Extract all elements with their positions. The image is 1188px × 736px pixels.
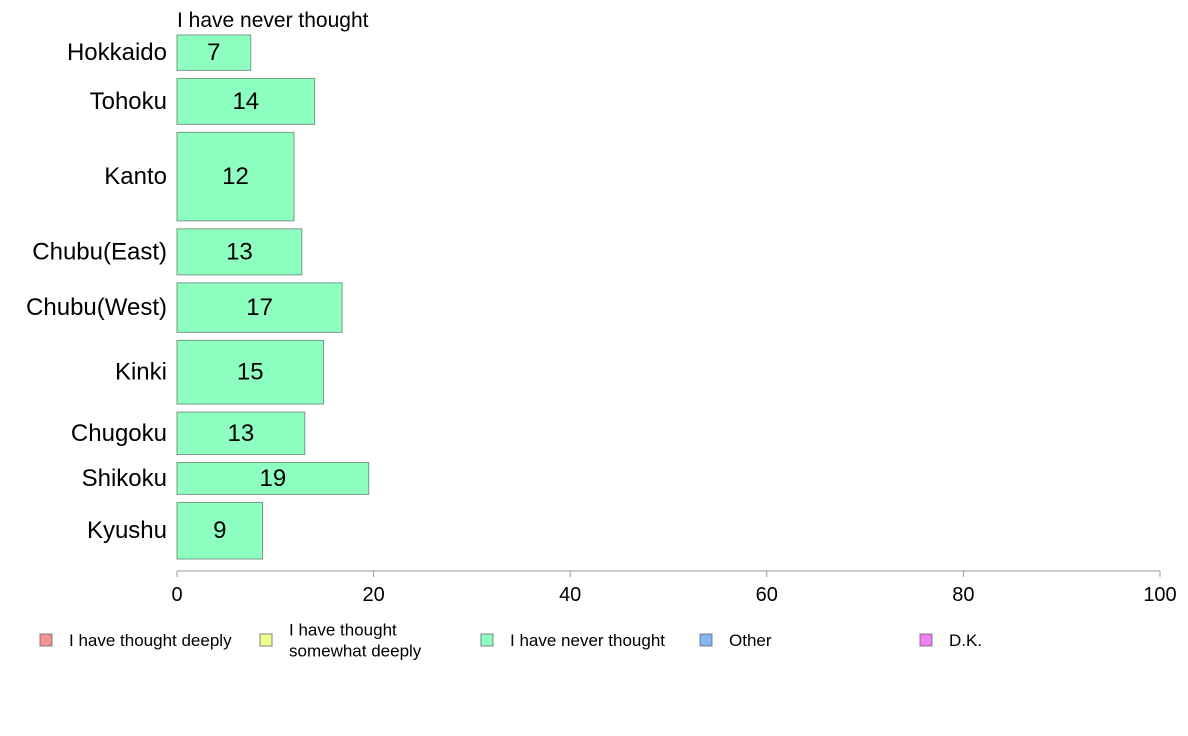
bar xyxy=(176,34,252,71)
bar xyxy=(176,339,324,405)
legend-label-line: I have never thought xyxy=(510,631,665,650)
legend-label: I have thought deeply xyxy=(69,631,232,650)
category-label: Chubu(West) xyxy=(26,294,167,321)
category-label: Chugoku xyxy=(71,420,167,447)
data-label: 17 xyxy=(246,294,273,321)
bar xyxy=(176,228,303,276)
legend-label: I have thought somewhat deeply xyxy=(289,620,422,660)
legend-label-line: D.K. xyxy=(949,631,982,650)
category-label: Chubu(East) xyxy=(32,238,167,265)
x-tick-label: 0 xyxy=(171,584,182,606)
legend-label: D.K. xyxy=(949,631,982,650)
data-label: 9 xyxy=(213,517,226,544)
bar xyxy=(176,501,264,560)
legend-label-line: I have thought xyxy=(289,620,397,639)
legend-label: I have never thought xyxy=(510,631,665,650)
category-label: Kinki xyxy=(115,359,167,386)
legend: I have thought deeply I have thought somew… xyxy=(39,620,982,660)
bar xyxy=(176,131,295,222)
category-label: Shikoku xyxy=(82,465,167,492)
bar xyxy=(176,77,316,125)
legend-label-line: Other xyxy=(729,631,772,650)
legend-swatch xyxy=(919,633,933,647)
panel-title: I have never thought xyxy=(177,9,369,32)
data-label: 13 xyxy=(228,420,255,447)
x-tick-label: 60 xyxy=(756,584,778,606)
x-tick-label: 40 xyxy=(559,584,581,606)
bar xyxy=(176,462,370,495)
category-label: Tohoku xyxy=(90,88,167,115)
data-label: 15 xyxy=(237,359,264,386)
legend-swatch xyxy=(259,633,273,647)
category-label: Kyushu xyxy=(87,517,167,544)
bar xyxy=(176,411,306,456)
legend-swatch xyxy=(39,633,53,647)
data-label: 7 xyxy=(207,39,220,66)
legend-swatch xyxy=(480,633,494,647)
category-label: Kanto xyxy=(104,163,167,190)
x-axis: 0 20 40 60 80 100 xyxy=(171,570,1177,606)
bars-group: Hokkaido 7 Tohoku 14 Kanto 12 Chubu(East) 13 Chu… xyxy=(26,34,370,560)
data-label: 12 xyxy=(222,163,249,190)
data-label: 13 xyxy=(226,238,253,265)
data-label: 14 xyxy=(232,88,259,115)
data-label: 19 xyxy=(259,465,286,492)
x-tick-label: 80 xyxy=(952,584,974,606)
x-tick-label: 20 xyxy=(362,584,384,606)
x-tick-label: 100 xyxy=(1143,584,1176,606)
legend-swatch xyxy=(699,633,713,647)
legend-label-line: I have thought deeply xyxy=(69,631,232,650)
category-label: Hokkaido xyxy=(67,39,167,66)
legend-label-line: somewhat deeply xyxy=(289,641,422,660)
bar xyxy=(176,282,343,333)
legend-label: Other xyxy=(729,631,772,650)
